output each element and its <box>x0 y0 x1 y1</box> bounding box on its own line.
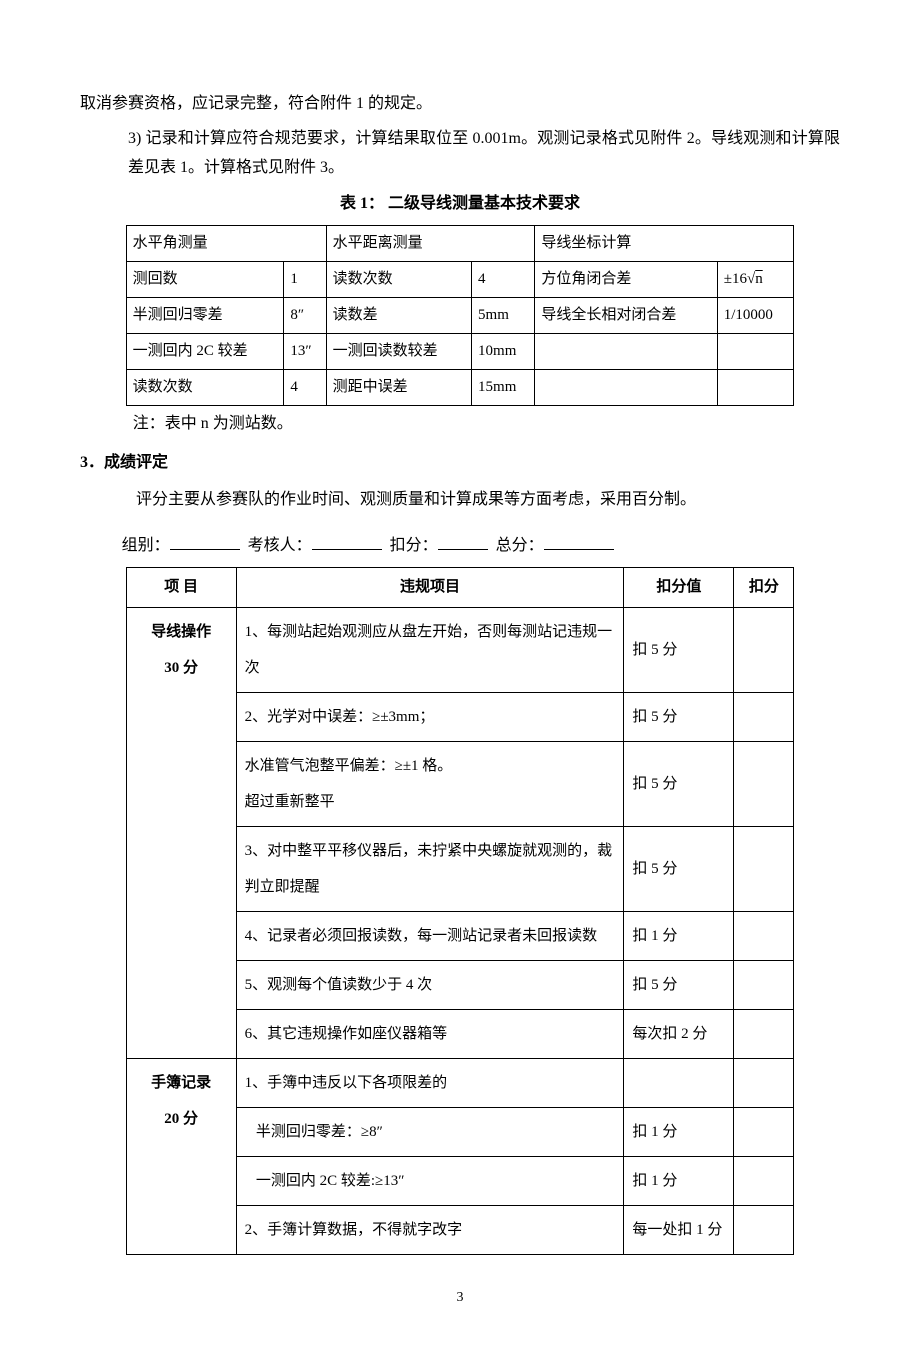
table2-score[interactable] <box>734 1058 794 1107</box>
table1-cell: 5mm <box>472 298 535 334</box>
table2-deduct: 每一处扣 1 分 <box>624 1205 734 1254</box>
table2-item-line1: 导线操作 <box>135 614 228 650</box>
form-line: 组别： 考核人： 扣分： 总分： <box>80 531 840 561</box>
table1-cell: 半测回归零差 <box>126 298 284 334</box>
paragraph-2: 3) 记录和计算应符合规范要求，计算结果取位至 0.001m。观测记录格式见附件… <box>80 125 840 183</box>
table2-h2: 违规项目 <box>236 567 624 607</box>
table1-cell: 读数次数 <box>326 262 471 298</box>
table2-row: 手簿记录 20 分 1、手簿中违反以下各项限差的 <box>126 1058 794 1107</box>
table2-rule: 2、手簿计算数据，不得就字改字 <box>236 1205 624 1254</box>
page-number: 3 <box>80 1285 840 1310</box>
table2: 项 目 违规项目 扣分值 扣分 导线操作 30 分 1、每测站起始观测应从盘左开… <box>126 567 795 1255</box>
form-deduct-blank[interactable] <box>438 531 488 550</box>
table1-h3: 导线坐标计算 <box>535 226 794 262</box>
table2-score[interactable] <box>734 1205 794 1254</box>
table2-item-cell: 导线操作 30 分 <box>126 607 236 1058</box>
section3-desc: 评分主要从参赛队的作业时间、观测质量和计算成果等方面考虑，采用百分制。 <box>80 486 840 515</box>
table2-item-line2: 30 分 <box>135 650 228 686</box>
form-total-label: 总分： <box>496 537 544 554</box>
table2-rule: 5、观测每个值读数少于 4 次 <box>236 960 624 1009</box>
form-deduct-label: 扣分： <box>390 537 438 554</box>
table2-rule: 水准管气泡整平偏差：≥±1 格。 超过重新整平 <box>236 741 624 826</box>
table2-item-line1: 手簿记录 <box>135 1065 228 1101</box>
table2-h3: 扣分值 <box>624 567 734 607</box>
table2-score[interactable] <box>734 607 794 692</box>
table1-cell: 一测回内 2C 较差 <box>126 334 284 370</box>
table1-row: 读数次数 4 测距中误差 15mm <box>126 370 794 406</box>
table1-cell: 10mm <box>472 334 535 370</box>
table2-score[interactable] <box>734 1156 794 1205</box>
form-group-label: 组别： <box>122 537 170 554</box>
table1-cell: 读数次数 <box>126 370 284 406</box>
table2-rule: 6、其它违规操作如座仪器箱等 <box>236 1009 624 1058</box>
table1-cell: 4 <box>284 370 326 406</box>
table1-cell: 导线全长相对闭合差 <box>535 298 717 334</box>
table2-deduct: 每次扣 2 分 <box>624 1009 734 1058</box>
table2-score[interactable] <box>734 741 794 826</box>
table1-title: 表 1： 二级导线测量基本技术要求 <box>80 190 840 219</box>
table1-cell: 4 <box>472 262 535 298</box>
paragraph-1: 取消参赛资格，应记录完整，符合附件 1 的规定。 <box>80 90 840 119</box>
table1-h1: 水平角测量 <box>126 226 326 262</box>
table2-deduct: 扣 1 分 <box>624 1107 734 1156</box>
table1-note: 注：表中 n 为测站数。 <box>133 410 840 439</box>
table1-cell <box>717 334 794 370</box>
table1-header-row: 水平角测量 水平距离测量 导线坐标计算 <box>126 226 794 262</box>
table2-item-cell: 手簿记录 20 分 <box>126 1058 236 1254</box>
table1-cell: 1 <box>284 262 326 298</box>
table2-score[interactable] <box>734 911 794 960</box>
form-examiner-label: 考核人： <box>248 537 312 554</box>
table1-cell: 方位角闭合差 <box>535 262 717 298</box>
table2-item-line2: 20 分 <box>135 1101 228 1137</box>
table2-deduct: 扣 5 分 <box>624 960 734 1009</box>
table1-cell: 测回数 <box>126 262 284 298</box>
table2-h4: 扣分 <box>734 567 794 607</box>
table2-rule: 3、对中整平平移仪器后，未拧紧中央螺旋就观测的，裁判立即提醒 <box>236 826 624 911</box>
table2-deduct: 扣 1 分 <box>624 1156 734 1205</box>
table1-cell <box>535 370 717 406</box>
table1-row: 一测回内 2C 较差 13″ 一测回读数较差 10mm <box>126 334 794 370</box>
form-total-blank[interactable] <box>544 531 614 550</box>
table2-score[interactable] <box>734 1009 794 1058</box>
table1-cell: 读数差 <box>326 298 471 334</box>
form-examiner-blank[interactable] <box>312 531 382 550</box>
table1-cell: 13″ <box>284 334 326 370</box>
section3-heading: 3．成绩评定 <box>80 449 840 478</box>
table1-cell: 15mm <box>472 370 535 406</box>
table2-rule: 1、手簿中违反以下各项限差的 <box>236 1058 624 1107</box>
table2-deduct: 扣 1 分 <box>624 911 734 960</box>
table1-cell: 1/10000 <box>717 298 794 334</box>
table2-header-row: 项 目 违规项目 扣分值 扣分 <box>126 567 794 607</box>
table1-row: 测回数 1 读数次数 4 方位角闭合差 ±16√n <box>126 262 794 298</box>
table2-rule: 1、每测站起始观测应从盘左开始，否则每测站记违规一次 <box>236 607 624 692</box>
table1-cell: ±16√n <box>717 262 794 298</box>
table2-deduct: 扣 5 分 <box>624 607 734 692</box>
table2-score[interactable] <box>734 826 794 911</box>
table1-h2: 水平距离测量 <box>326 226 535 262</box>
table1-cell: 一测回读数较差 <box>326 334 471 370</box>
table2-score[interactable] <box>734 960 794 1009</box>
table1-cell: 测距中误差 <box>326 370 471 406</box>
table1-cell: 8″ <box>284 298 326 334</box>
table1-row: 半测回归零差 8″ 读数差 5mm 导线全长相对闭合差 1/10000 <box>126 298 794 334</box>
table1: 水平角测量 水平距离测量 导线坐标计算 测回数 1 读数次数 4 方位角闭合差 … <box>126 225 795 406</box>
table2-h1: 项 目 <box>126 567 236 607</box>
table2-rule: 4、记录者必须回报读数，每一测站记录者未回报读数 <box>236 911 624 960</box>
table2-score[interactable] <box>734 1107 794 1156</box>
form-group-blank[interactable] <box>170 531 240 550</box>
table2-deduct: 扣 5 分 <box>624 692 734 741</box>
table2-deduct: 扣 5 分 <box>624 826 734 911</box>
table2-rule: 2、光学对中误差：≥±3mm； <box>236 692 624 741</box>
table2-row: 导线操作 30 分 1、每测站起始观测应从盘左开始，否则每测站记违规一次 扣 5… <box>126 607 794 692</box>
table1-cell <box>535 334 717 370</box>
table2-rule: 一测回内 2C 较差:≥13″ <box>236 1156 624 1205</box>
table1-cell <box>717 370 794 406</box>
table2-rule: 半测回归零差：≥8″ <box>236 1107 624 1156</box>
table2-score[interactable] <box>734 692 794 741</box>
table2-deduct: 扣 5 分 <box>624 741 734 826</box>
table2-deduct <box>624 1058 734 1107</box>
